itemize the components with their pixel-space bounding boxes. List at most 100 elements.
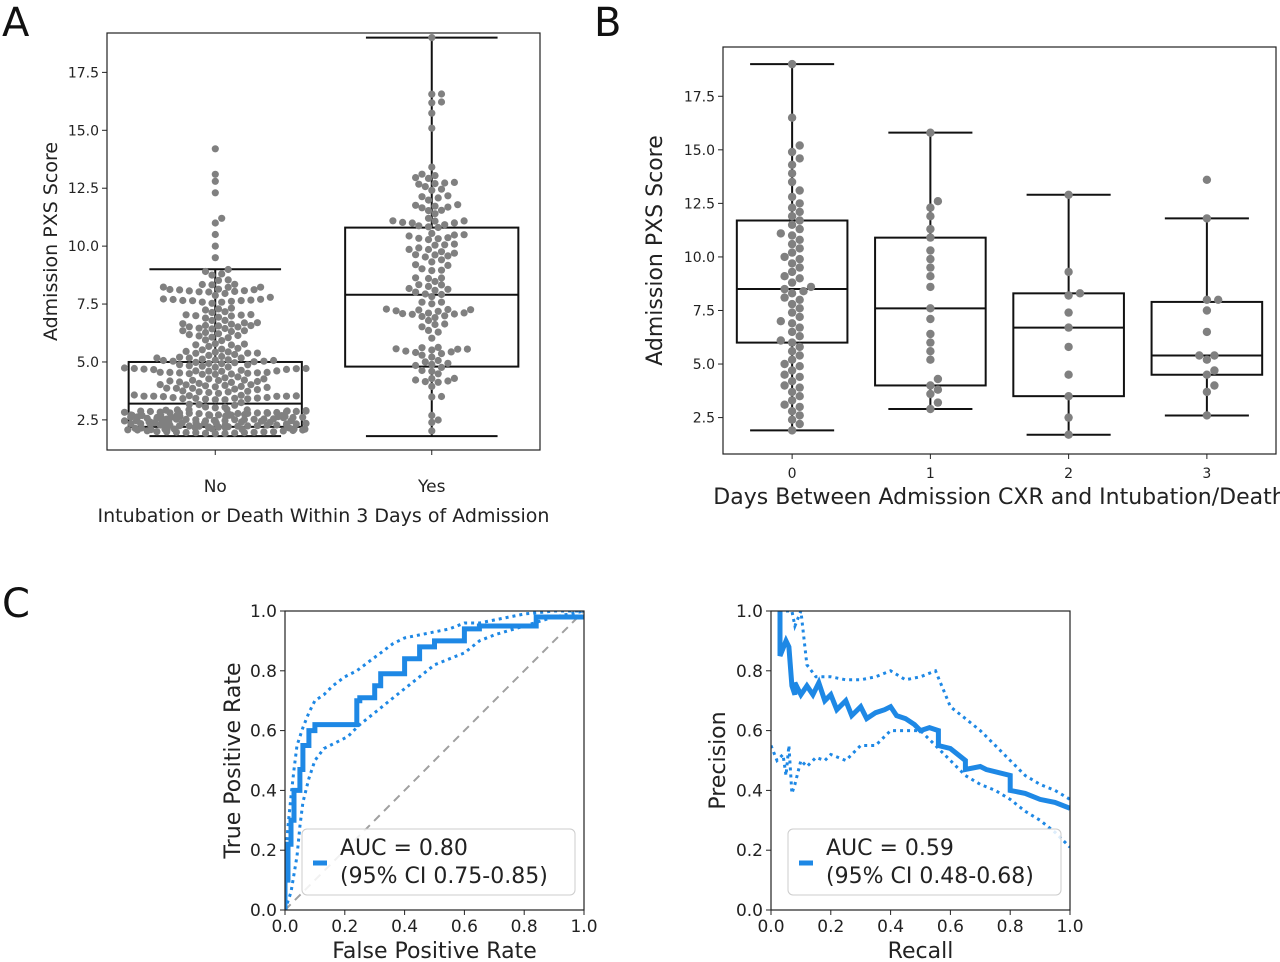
data-point <box>210 416 218 425</box>
data-point <box>221 289 229 298</box>
data-point <box>273 421 281 429</box>
data-point <box>431 251 439 259</box>
data-point <box>441 241 449 249</box>
data-point <box>240 319 248 327</box>
x-tick-label: 0.0 <box>757 917 784 937</box>
data-point <box>237 366 245 374</box>
data-point <box>244 387 252 395</box>
y-tick-label: 15.0 <box>68 123 99 139</box>
data-point <box>418 366 426 375</box>
data-point <box>926 389 935 399</box>
data-point <box>208 281 216 289</box>
data-point <box>408 219 416 227</box>
data-point <box>211 340 219 348</box>
data-point <box>428 360 436 368</box>
data-point <box>428 109 436 117</box>
legend-box <box>787 828 1062 896</box>
data-point <box>1064 323 1073 332</box>
data-point <box>437 256 446 264</box>
data-point <box>1202 370 1212 379</box>
x-tick-label: 1 <box>926 466 935 482</box>
data-point <box>415 244 423 252</box>
data-point <box>270 428 278 436</box>
legend-label-auc: AUC = 0.59 <box>826 836 954 861</box>
x-tick-label: 0.4 <box>391 917 418 937</box>
data-point <box>260 357 268 365</box>
data-point <box>795 274 804 283</box>
data-point <box>437 274 446 282</box>
data-point <box>795 295 804 304</box>
data-point <box>205 351 213 359</box>
data-point <box>218 360 226 368</box>
data-point <box>926 203 935 212</box>
data-point <box>227 378 235 386</box>
data-point <box>205 359 213 368</box>
data-point <box>926 404 935 414</box>
data-point <box>247 322 255 330</box>
data-point <box>273 408 281 417</box>
x-axis-title: Days Between Admission CXR and Intubatio… <box>713 485 1280 510</box>
data-point <box>787 147 797 157</box>
data-point <box>392 307 400 315</box>
data-point <box>787 396 797 405</box>
x-tick-label: 0.8 <box>997 917 1024 937</box>
x-tick-label: 0 <box>788 466 797 482</box>
data-point <box>260 415 268 423</box>
data-point <box>1202 295 1212 304</box>
data-point <box>211 356 219 364</box>
data-point <box>399 218 407 226</box>
data-point <box>787 113 797 122</box>
data-point <box>787 231 797 240</box>
data-point <box>253 369 261 377</box>
data-point <box>127 420 135 428</box>
data-point <box>428 267 436 275</box>
data-point <box>221 316 229 324</box>
plot-frame <box>106 32 541 451</box>
data-point <box>137 407 145 415</box>
data-point <box>192 358 200 366</box>
x-axis-title: Intubation or Death Within 3 Days of Adm… <box>98 505 550 527</box>
data-point <box>156 368 164 376</box>
data-point <box>787 407 797 416</box>
data-point <box>214 313 223 321</box>
data-point <box>182 415 190 423</box>
data-point <box>150 392 158 400</box>
data-point <box>1064 291 1073 300</box>
data-point <box>437 266 446 274</box>
data-point <box>795 199 804 208</box>
data-point <box>926 338 935 347</box>
data-point <box>428 375 436 383</box>
data-point <box>1064 190 1073 199</box>
data-point <box>787 366 797 375</box>
data-point <box>1075 289 1085 298</box>
data-point <box>231 350 239 359</box>
data-point <box>428 99 436 107</box>
data-point <box>176 369 184 377</box>
data-point <box>787 267 797 277</box>
data-point <box>463 345 471 353</box>
legend: AUC = 0.59 (95% CI 0.48-0.68) <box>787 828 1062 896</box>
data-point <box>428 186 436 194</box>
data-point <box>195 288 203 296</box>
panel-a-boxplot: 2.5 5.0 7.5 10.0 12.5 15.0 17.5 No Yes Intubation… <box>40 32 550 527</box>
data-point <box>421 358 429 366</box>
data-point <box>201 417 210 425</box>
data-point <box>450 178 458 186</box>
data-point <box>444 261 452 269</box>
data-point <box>301 425 309 433</box>
data-point <box>247 381 255 389</box>
data-point <box>434 370 442 378</box>
data-point <box>156 408 164 416</box>
y-tick-label: 15.0 <box>684 143 715 159</box>
data-point <box>263 368 271 376</box>
data-point <box>131 424 139 432</box>
y-tick-label: 7.5 <box>693 303 715 319</box>
data-point <box>244 395 252 403</box>
data-point <box>243 406 251 414</box>
data-point <box>434 416 442 424</box>
data-point <box>806 282 816 292</box>
y-tick-label: 0.0 <box>250 901 277 921</box>
data-point <box>1202 387 1212 397</box>
data-point <box>140 392 148 400</box>
